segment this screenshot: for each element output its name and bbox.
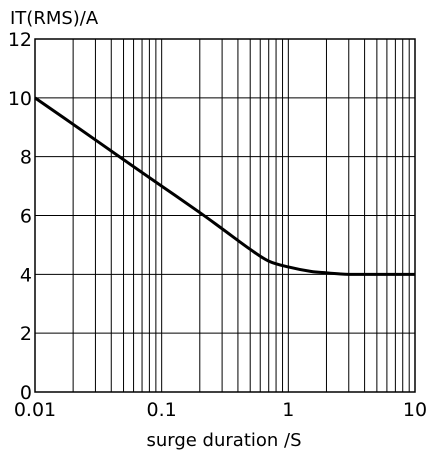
x-tick-label: 10 bbox=[403, 399, 427, 421]
x-axis-label: surge duration /S bbox=[146, 430, 301, 451]
y-tick-label: 4 bbox=[20, 264, 32, 286]
y-tick-label: 12 bbox=[8, 29, 32, 51]
y-tick-label: 8 bbox=[20, 147, 32, 169]
grid bbox=[35, 39, 415, 392]
y-axis-label: IT(RMS)/A bbox=[10, 8, 99, 29]
y-tick-label: 0 bbox=[20, 382, 32, 404]
y-tick-label: 10 bbox=[8, 88, 32, 110]
x-tick-label: 0.1 bbox=[147, 399, 177, 421]
x-tick-label: 0.01 bbox=[14, 399, 56, 421]
x-tick-labels: 0.01 0.1 1 10 bbox=[14, 399, 427, 421]
y-tick-labels: 0 2 4 6 8 10 12 bbox=[8, 29, 32, 404]
series-line bbox=[34, 96, 415, 276]
y-tick-label: 6 bbox=[20, 206, 32, 228]
x-tick-label: 1 bbox=[282, 399, 294, 421]
plot-frame bbox=[34, 38, 416, 393]
y-tick-label: 2 bbox=[20, 323, 32, 345]
